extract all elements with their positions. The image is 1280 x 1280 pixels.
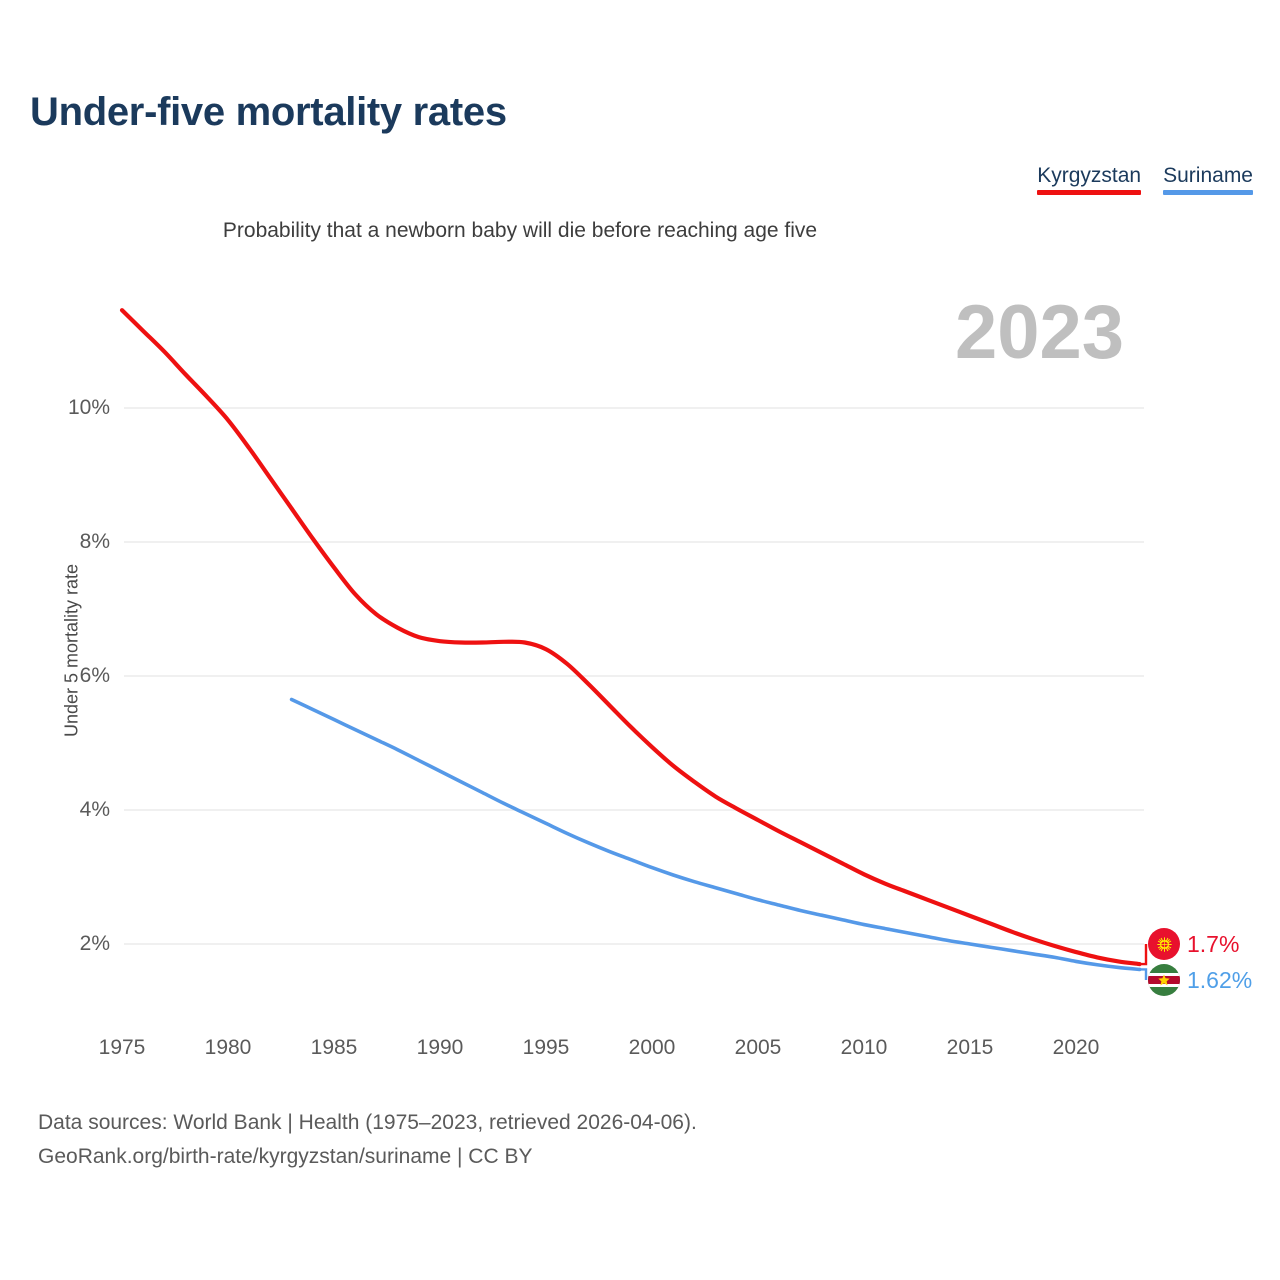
legend-color-swatch-suriname <box>1163 190 1253 195</box>
series-line-suriname <box>289 697 1142 972</box>
suriname-flag-white-stripe-bottom <box>1148 984 1180 987</box>
x-tick-label-2015: 2015 <box>946 1036 994 1059</box>
suriname-flag-icon <box>1148 964 1180 996</box>
legend-item-suriname[interactable]: Suriname <box>1163 163 1253 195</box>
x-tick-label-1995: 1995 <box>522 1036 570 1059</box>
legend-item-kyrgyzstan[interactable]: Kyrgyzstan <box>1037 163 1142 195</box>
year-watermark: 2023 <box>955 290 1125 375</box>
y-tick-label-6: 6% <box>79 664 110 687</box>
legend-label-suriname: Suriname <box>1163 164 1253 187</box>
kyrgyzstan-flag-icon <box>1148 928 1180 960</box>
y-tick-label-2: 2% <box>79 932 110 955</box>
endpoint-value-kyrgyzstan: 1.7% <box>1187 930 1240 957</box>
x-tick-label-2005: 2005 <box>734 1036 782 1059</box>
x-tick-label-1990: 1990 <box>416 1036 464 1059</box>
legend-color-swatch-kyrgyzstan <box>1037 190 1142 195</box>
footer: Data sources: World Bank | Health (1975–… <box>38 1106 697 1174</box>
x-tick-label-2010: 2010 <box>840 1036 888 1059</box>
legend: Kyrgyzstan Suriname <box>1037 163 1253 195</box>
endpoint-value-suriname: 1.62% <box>1187 966 1253 993</box>
x-tick-label-2020: 2020 <box>1052 1036 1100 1059</box>
footer-attribution: GeoRank.org/birth-rate/kyrgyzstan/surina… <box>38 1145 533 1168</box>
y-tick-label-10: 10% <box>67 396 110 419</box>
x-tick-label-1985: 1985 <box>310 1036 358 1059</box>
kyrgyzstan-sun-icon <box>1156 936 1172 952</box>
y-tick-label-4: 4% <box>79 798 110 821</box>
x-tick-label-1975: 1975 <box>98 1036 146 1059</box>
legend-label-kyrgyzstan: Kyrgyzstan <box>1037 164 1142 187</box>
page-title: Under-five mortality rates <box>30 90 507 134</box>
x-tick-label-1980: 1980 <box>204 1036 252 1059</box>
footer-data-sources: Data sources: World Bank | Health (1975–… <box>38 1111 697 1134</box>
series-lines <box>119 308 1142 972</box>
suriname-star-icon <box>1158 974 1170 986</box>
y-tick-label-8: 8% <box>79 530 110 553</box>
endpoint-kyrgyzstan: 1.7% <box>1148 928 1239 960</box>
leader-line-suriname <box>1139 968 1148 980</box>
leader-line-kyrgyzstan <box>1139 944 1148 966</box>
series-line-kyrgyzstan <box>119 308 1142 967</box>
endpoint-suriname: 1.62% <box>1148 964 1252 996</box>
chart-subtitle: Probability that a newborn baby will die… <box>222 219 818 242</box>
endpoint-leader-lines <box>1139 944 1148 980</box>
x-tick-label-2000: 2000 <box>628 1036 676 1059</box>
